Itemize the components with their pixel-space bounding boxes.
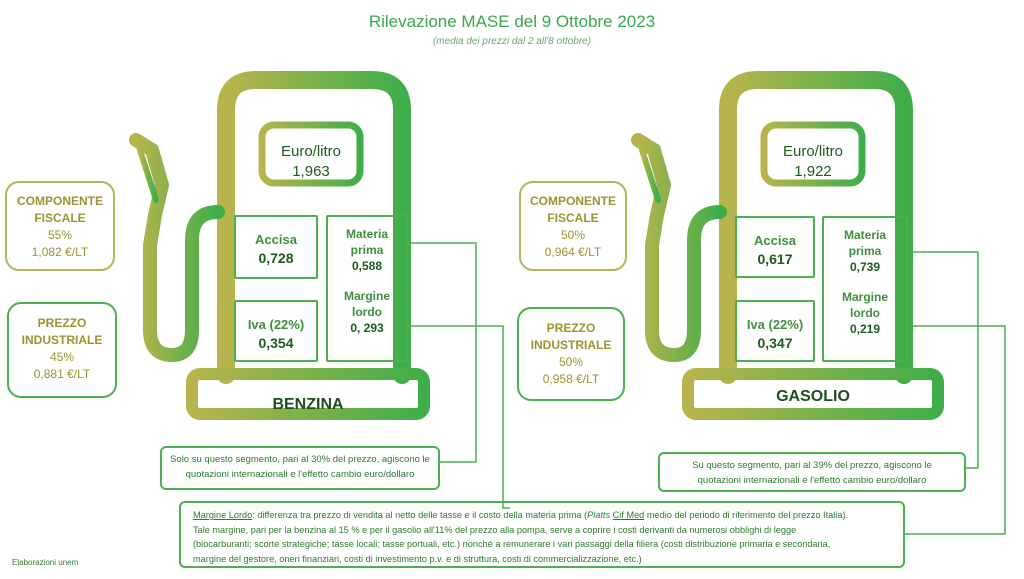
- benzina-accisa-label: Accisa: [255, 232, 297, 247]
- gasolio-iva-cell: Iva (22%) 0,347: [735, 300, 815, 362]
- benzina-margine-label-1: Margine: [343, 289, 390, 303]
- gasolio-note-line-2: quotazioni internazionali e l'effetto ca…: [697, 475, 927, 486]
- benzina-industriale-label-2: INDUSTRIALE: [21, 333, 103, 347]
- margin-note-line-3: (biocarburanti; scorte strategiche; tass…: [193, 539, 831, 549]
- benzina-iva-label: Iva (22%): [247, 317, 305, 332]
- benzina-note-line-2: quotazioni internazionali e l'effetto ca…: [185, 469, 415, 480]
- gasolio-margine-label-1: Margine: [841, 290, 888, 304]
- gasolio-pump-icon: [631, 71, 944, 420]
- benzina-industriale-cell: Materia prima 0,588 Margine lordo 0, 293: [326, 215, 408, 362]
- margin-note-platts: Platts: [587, 510, 611, 520]
- benzina-pump-icon: [129, 71, 430, 420]
- margin-note-line-2: Tale margine, pari per la benzina al 15 …: [193, 524, 797, 535]
- gasolio-iva-value: 0,347: [757, 335, 793, 351]
- gasolio-euro-litro: Euro/litro 1,922: [768, 142, 858, 182]
- benzina-prezzo-industriale-box: PREZZO INDUSTRIALE 45% 0,881 €/LT: [7, 302, 117, 398]
- gasolio-fiscale-label-1: COMPONENTE: [529, 194, 616, 208]
- margin-note-term: Margine Lordo: [193, 510, 253, 520]
- benzina-industriale-value: 0,881 €/LT: [33, 367, 91, 381]
- benzina-fuel-label: BENZINA: [272, 396, 344, 413]
- margin-note-line-1-b: medio del periodo di riferimento del pre…: [644, 510, 849, 520]
- gasolio-componente-fiscale-box: COMPONENTE FISCALE 50% 0,964 €/LT: [519, 181, 627, 271]
- gasolio-industriale-label-2: INDUSTRIALE: [530, 338, 612, 352]
- benzina-margine-label-2: lordo: [352, 305, 382, 319]
- benzina-fiscale-label-2: FISCALE: [34, 211, 86, 225]
- benzina-industriale-label-1: PREZZO: [37, 316, 87, 330]
- gasolio-prezzo-industriale-box: PREZZO INDUSTRIALE 50% 0,958 €/LT: [517, 307, 625, 401]
- benzina-materia-label-2: prima: [350, 243, 384, 257]
- gasolio-accisa-cell: Accisa 0,617: [735, 216, 815, 278]
- gasolio-industriale-label-1: PREZZO: [546, 321, 596, 335]
- gasolio-industriale-value: 0,958 €/LT: [542, 372, 600, 386]
- margin-note-line-1: Margine Lordo: differenza tra prezzo di …: [193, 508, 895, 523]
- gasolio-accisa-value: 0,617: [757, 251, 793, 267]
- benzina-note-line-1: Solo su questo segmento, pari al 30% del…: [170, 454, 430, 465]
- gasolio-industriale-cell: Materia prima 0,739 Margine lordo 0,219: [822, 216, 908, 362]
- gasolio-materia-label-1: Materia: [843, 228, 887, 242]
- benzina-euro-value: 1,963: [292, 163, 330, 180]
- gasolio-segment-note: Su questo segmento, pari al 39% del prez…: [658, 452, 966, 492]
- benzina-euro-label: Euro/litro: [280, 143, 342, 160]
- benzina-margine-value: 0, 293: [350, 321, 384, 335]
- benzina-segment-note: Solo su questo segmento, pari al 30% del…: [160, 446, 440, 490]
- gasolio-fiscale-value: 0,964 €/LT: [544, 245, 602, 259]
- gasolio-fiscale-label-2: FISCALE: [547, 211, 599, 225]
- credit-label: Elaborazioni unem: [12, 558, 79, 567]
- margin-note-line-4: margine del gestore, oneri finanziari, c…: [193, 553, 642, 564]
- benzina-industriale-pct: 45%: [49, 350, 75, 364]
- gasolio-fuel-label: GASOLIO: [776, 388, 850, 405]
- gasolio-accisa-label: Accisa: [754, 233, 796, 248]
- benzina-materia-label-1: Materia: [345, 227, 389, 241]
- gasolio-euro-label: Euro/litro: [782, 143, 844, 160]
- benzina-componente-fiscale-box: COMPONENTE FISCALE 55% 1,082 €/LT: [5, 181, 115, 271]
- benzina-fiscale-pct: 55%: [47, 228, 73, 242]
- benzina-fiscale-value: 1,082 €/LT: [31, 245, 89, 259]
- benzina-fiscale-label-1: COMPONENTE: [16, 194, 103, 208]
- gasolio-iva-label: Iva (22%): [746, 317, 804, 332]
- margin-note-cif-med: Cif Med: [612, 510, 645, 520]
- margin-note-line-1-a: : differenza tra prezzo di vendita al ne…: [252, 510, 588, 520]
- gasolio-fiscale-pct: 50%: [560, 228, 586, 242]
- connector-lines: [408, 242, 1006, 535]
- page-title: Rilevazione MASE del 9 Ottobre 2023: [368, 12, 656, 31]
- benzina-euro-litro: Euro/litro 1,963: [266, 142, 356, 182]
- gasolio-note-line-1: Su questo segmento, pari al 39% del prez…: [692, 460, 932, 471]
- benzina-accisa-value: 0,728: [258, 250, 294, 266]
- gasolio-margine-label-2: lordo: [850, 306, 880, 320]
- page-subtitle: (media dei prezzi dal 2 all'8 ottobre): [432, 36, 592, 47]
- margine-lordo-note: Margine Lordo: differenza tra prezzo di …: [179, 501, 905, 568]
- benzina-iva-value: 0,354: [258, 335, 294, 351]
- gasolio-materia-label-2: prima: [848, 244, 882, 258]
- gasolio-euro-value: 1,922: [794, 163, 832, 180]
- gasolio-materia-value: 0,739: [849, 260, 881, 274]
- benzina-iva-cell: Iva (22%) 0,354: [234, 300, 318, 362]
- benzina-accisa-cell: Accisa 0,728: [234, 215, 318, 279]
- gasolio-margine-value: 0,219: [849, 322, 881, 336]
- gasolio-industriale-pct: 50%: [558, 355, 584, 369]
- benzina-materia-value: 0,588: [351, 259, 383, 273]
